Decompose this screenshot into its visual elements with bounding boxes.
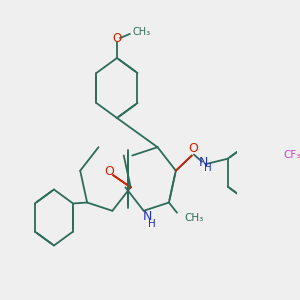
Text: N: N xyxy=(199,156,208,169)
Text: CF₃: CF₃ xyxy=(284,150,300,160)
Text: H: H xyxy=(204,163,212,173)
Text: O: O xyxy=(188,142,198,155)
Text: O: O xyxy=(104,165,114,178)
Text: H: H xyxy=(148,219,155,229)
Text: CH₃: CH₃ xyxy=(185,212,204,223)
Text: N: N xyxy=(143,210,152,223)
Text: O: O xyxy=(112,32,122,44)
Text: CH₃: CH₃ xyxy=(133,27,151,37)
